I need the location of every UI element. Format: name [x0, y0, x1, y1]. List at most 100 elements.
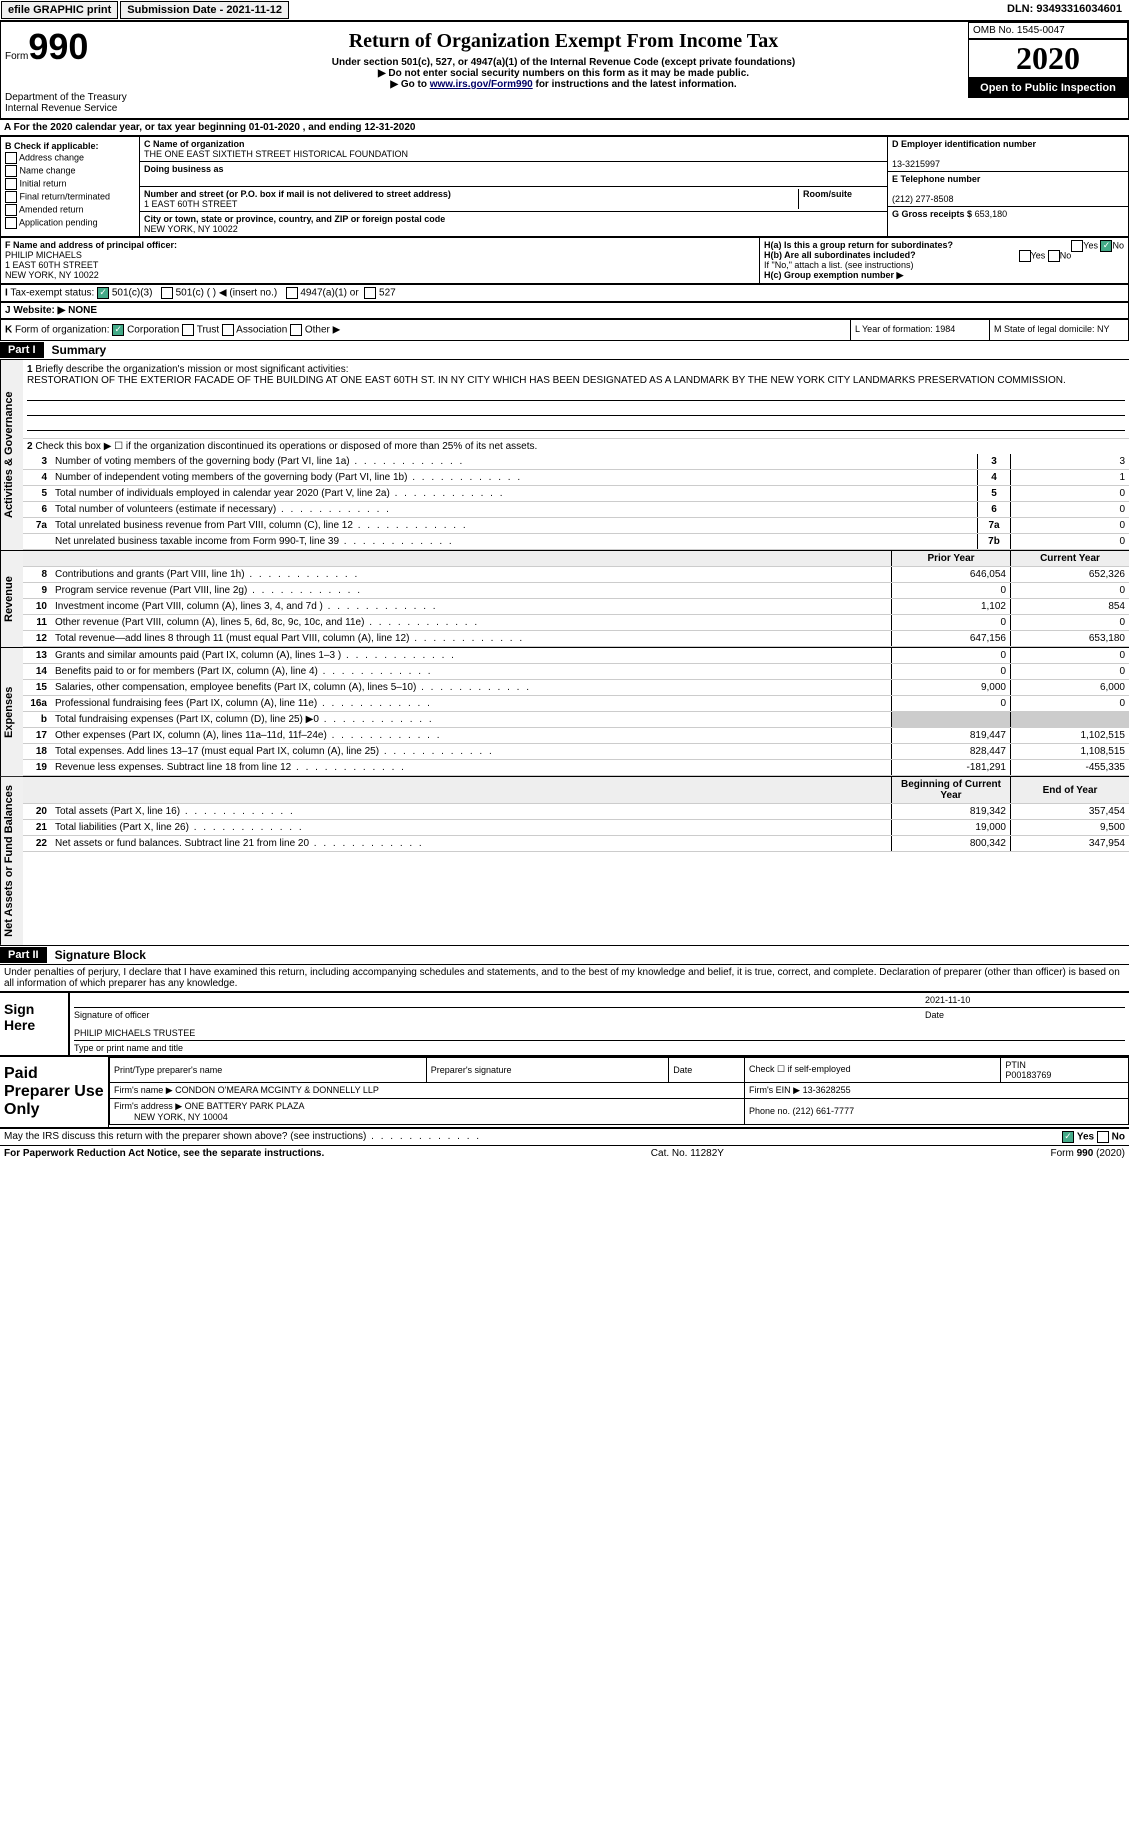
k-label: K	[5, 325, 12, 336]
goto-pre: ▶ Go to	[390, 79, 429, 90]
prep-phone-label: Phone no.	[749, 1106, 790, 1116]
dln: DLN: 93493316034601	[1001, 1, 1128, 19]
subtitle-1: Under section 501(c), 527, or 4947(a)(1)…	[163, 57, 964, 68]
prep-h2: Preparer's signature	[426, 1057, 668, 1082]
form990-link[interactable]: www.irs.gov/Form990	[430, 79, 533, 90]
governance-table: 3Number of voting members of the governi…	[23, 454, 1129, 550]
website-label: Website: ▶	[13, 305, 65, 316]
submission-date: Submission Date - 2021-11-12	[120, 1, 289, 19]
form-footer: Form 990 (2020)	[1051, 1148, 1125, 1159]
j-label: J	[5, 305, 11, 316]
cb-initial-return[interactable]: Initial return	[5, 178, 135, 190]
name-title-label: Type or print name and title	[74, 1043, 1125, 1053]
year-formation: L Year of formation: 1984	[850, 320, 989, 340]
ptin-label: PTIN	[1005, 1060, 1026, 1070]
website-value: NONE	[68, 305, 97, 316]
hc-label: H(c) Group exemption number ▶	[764, 270, 1124, 281]
firm-name-label: Firm's name ▶	[114, 1085, 173, 1095]
form-number: 990	[28, 26, 88, 67]
q2-text: Check this box ▶ ☐ if the organization d…	[35, 441, 537, 452]
officer-name-title: PHILIP MICHAELS TRUSTEE	[74, 1028, 1125, 1038]
firm-addr1: ONE BATTERY PARK PLAZA	[185, 1101, 305, 1111]
cb-4947[interactable]	[286, 287, 298, 299]
prep-h1: Print/Type preparer's name	[110, 1057, 427, 1082]
cb-name-change[interactable]: Name change	[5, 165, 135, 177]
preparer-label: Paid Preparer Use Only	[0, 1057, 108, 1127]
cb-527[interactable]	[364, 287, 376, 299]
page-title: Return of Organization Exempt From Incom…	[163, 30, 964, 53]
discuss-no[interactable]	[1097, 1131, 1109, 1143]
omb-number: OMB No. 1545-0047	[968, 22, 1128, 39]
mission-text: RESTORATION OF THE EXTERIOR FACADE OF TH…	[27, 375, 1066, 386]
officer-label: F Name and address of principal officer:	[5, 240, 755, 250]
check-applicable-label: B Check if applicable:	[5, 141, 135, 151]
cat-no: Cat. No. 11282Y	[651, 1148, 724, 1159]
vtab-expenses: Expenses	[0, 648, 23, 776]
efile-btn[interactable]: efile GRAPHIC print	[1, 1, 118, 19]
form-label: Form	[5, 51, 28, 62]
net-assets-table: Beginning of Current YearEnd of Year20To…	[23, 777, 1129, 852]
firm-ein-label: Firm's EIN ▶	[749, 1085, 800, 1095]
open-public-badge: Open to Public Inspection	[968, 78, 1128, 98]
part2-header: Part II	[0, 947, 47, 963]
vtab-revenue: Revenue	[0, 551, 23, 647]
revenue-table: Prior YearCurrent Year8Contributions and…	[23, 551, 1129, 647]
prep-h4: Check ☐ if self-employed	[744, 1057, 1000, 1082]
firm-ein: 13-3628255	[803, 1085, 851, 1095]
cb-501c3[interactable]	[97, 287, 109, 299]
cb-address-change[interactable]: Address change	[5, 152, 135, 164]
calendar-year-row: A For the 2020 calendar year, or tax yea…	[0, 119, 1129, 136]
vtab-net: Net Assets or Fund Balances	[0, 777, 23, 945]
form-header: Form990 Department of the Treasury Inter…	[0, 21, 1129, 119]
cb-amended[interactable]: Amended return	[5, 204, 135, 216]
firm-name: CONDON O'MEARA MCGINTY & DONNELLY LLP	[175, 1085, 379, 1095]
goto-post: for instructions and the latest informat…	[533, 79, 737, 90]
declaration-text: Under penalties of perjury, I declare th…	[0, 965, 1129, 991]
org-name: THE ONE EAST SIXTIETH STREET HISTORICAL …	[144, 149, 408, 159]
tax-year: 2020	[969, 40, 1127, 77]
discuss-yes[interactable]	[1062, 1131, 1074, 1143]
cb-501c[interactable]	[161, 287, 173, 299]
form-org-label: Form of organization:	[15, 325, 110, 336]
prep-phone: (212) 661-7777	[793, 1106, 855, 1116]
ein-value: 13-3215997	[892, 159, 940, 169]
sign-here-label: Sign Here	[0, 993, 68, 1055]
cb-trust[interactable]	[182, 324, 194, 336]
firm-addr-label: Firm's address ▶	[114, 1101, 182, 1111]
sig-officer-label: Signature of officer	[74, 1010, 925, 1020]
officer-name: PHILIP MICHAELS	[5, 250, 755, 260]
officer-addr2: NEW YORK, NY 10022	[5, 270, 755, 280]
dba-label: Doing business as	[144, 164, 224, 174]
org-name-label: C Name of organization	[144, 139, 245, 149]
i-label: I	[5, 288, 8, 299]
cb-assoc[interactable]	[222, 324, 234, 336]
expenses-table: 13Grants and similar amounts paid (Part …	[23, 648, 1129, 776]
pra-notice: For Paperwork Reduction Act Notice, see …	[4, 1148, 324, 1159]
cb-final-return[interactable]: Final return/terminated	[5, 191, 135, 203]
ha-label: H(a) Is this a group return for subordin…	[764, 240, 953, 250]
gross-receipts-label: G Gross receipts $	[892, 209, 972, 219]
vtab-governance: Activities & Governance	[0, 360, 23, 550]
sig-date-label: Date	[925, 1010, 1125, 1020]
part2-title: Signature Block	[47, 946, 154, 964]
ein-label: D Employer identification number	[892, 139, 1036, 149]
gross-receipts-value: 653,180	[975, 209, 1008, 219]
subtitle-2: ▶ Do not enter social security numbers o…	[163, 68, 964, 79]
cb-pending[interactable]: Application pending	[5, 217, 135, 229]
hb-label: H(b) Are all subordinates included?	[764, 250, 916, 260]
tax-exempt-label: Tax-exempt status:	[10, 288, 94, 299]
cb-other[interactable]	[290, 324, 302, 336]
city-label: City or town, state or province, country…	[144, 214, 445, 224]
top-bar: efile GRAPHIC print Submission Date - 20…	[0, 0, 1129, 21]
street-value: 1 EAST 60TH STREET	[144, 199, 237, 209]
part1-title: Summary	[44, 341, 115, 359]
phone-label: E Telephone number	[892, 174, 980, 184]
prep-h3: Date	[669, 1057, 745, 1082]
dept-label: Department of the Treasury Internal Reve…	[5, 92, 155, 114]
firm-addr2: NEW YORK, NY 10004	[134, 1112, 228, 1122]
part1-header: Part I	[0, 342, 44, 358]
state-domicile: M State of legal domicile: NY	[989, 320, 1128, 340]
street-label: Number and street (or P.O. box if mail i…	[144, 189, 451, 199]
city-value: NEW YORK, NY 10022	[144, 224, 238, 234]
cb-corp[interactable]	[112, 324, 124, 336]
